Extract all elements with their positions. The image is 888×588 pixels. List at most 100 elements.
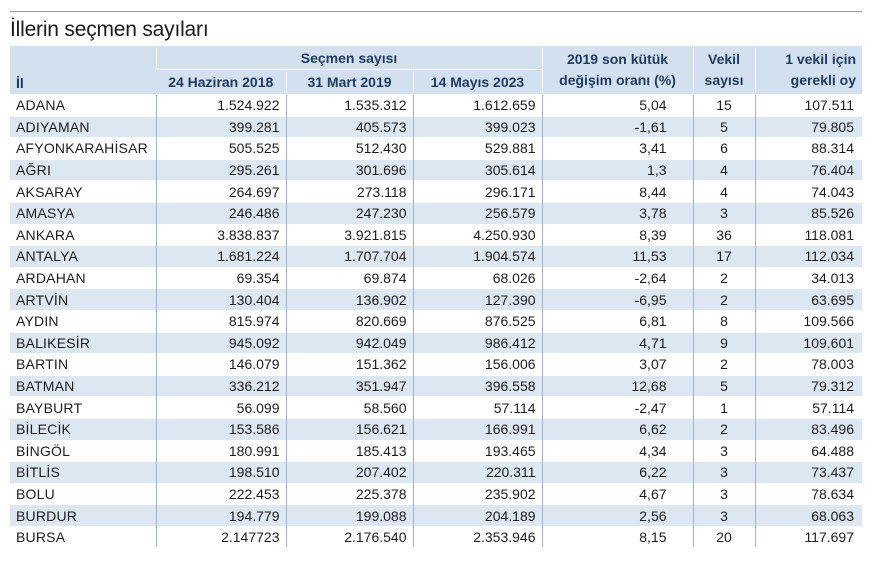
cell-2019: 58.560 bbox=[285, 396, 413, 419]
cell-2019: 1.707.704 bbox=[285, 245, 413, 268]
cell-vekil: 3 bbox=[692, 201, 756, 225]
cell-degisim: 4,71 bbox=[541, 331, 694, 354]
cell-vekil: 1 bbox=[692, 396, 756, 419]
cell-2019: 1.535.312 bbox=[285, 94, 413, 117]
cell-il: ARTVİN bbox=[10, 288, 156, 311]
cell-gerekli-oy: 64.488 bbox=[754, 439, 863, 462]
cell-gerekli-oy: 57.114 bbox=[754, 396, 863, 419]
cell-gerekli-oy: 107.511 bbox=[754, 94, 863, 117]
cell-2019: 199.088 bbox=[285, 504, 413, 527]
header-oy-line2: gerekli oy bbox=[790, 72, 857, 88]
cell-gerekli-oy: 79.312 bbox=[754, 374, 863, 397]
cell-2023: 4.250.930 bbox=[412, 223, 543, 246]
table-row: BURSA 2.147723 2.176.540 2.353.946 8,15 20 117… bbox=[10, 525, 863, 548]
cell-vekil: 36 bbox=[692, 223, 756, 246]
cell-degisim: 1,3 bbox=[541, 158, 694, 181]
cell-gerekli-oy: 68.063 bbox=[754, 504, 863, 527]
cell-2019: 301.696 bbox=[285, 158, 413, 181]
cell-vekil: 6 bbox=[692, 137, 756, 160]
cell-2023: 193.465 bbox=[412, 439, 543, 462]
cell-il: BİNGÖL bbox=[10, 439, 156, 462]
cell-degisim: -1,61 bbox=[541, 115, 694, 138]
cell-2023: 156.006 bbox=[412, 353, 543, 376]
cell-2018: 246.486 bbox=[155, 201, 286, 225]
cell-degisim: 6,62 bbox=[541, 417, 694, 440]
cell-vekil: 3 bbox=[692, 482, 756, 505]
cell-il: ADANA bbox=[10, 94, 156, 117]
cell-gerekli-oy: 109.566 bbox=[754, 309, 863, 333]
header-degisim-line1: 2019 son kütük bbox=[566, 51, 669, 67]
header-2018: 24 Haziran 2018 bbox=[156, 69, 286, 95]
cell-2018: 399.281 bbox=[155, 115, 286, 138]
cell-vekil: 15 bbox=[692, 94, 756, 117]
cell-2023: 1.904.574 bbox=[412, 245, 543, 268]
cell-2019: 405.573 bbox=[285, 115, 413, 138]
cell-2019: 207.402 bbox=[285, 461, 413, 484]
cell-degisim: 11,53 bbox=[541, 245, 694, 268]
cell-2018: 69.354 bbox=[155, 266, 286, 289]
cell-2023: 1.612.659 bbox=[412, 94, 543, 117]
cell-gerekli-oy: 76.404 bbox=[754, 158, 863, 181]
cell-2018: 222.453 bbox=[155, 482, 286, 505]
cell-vekil: 4 bbox=[692, 158, 756, 181]
cell-il: BİTLİS bbox=[10, 461, 156, 484]
cell-2018: 3.838.837 bbox=[155, 223, 286, 246]
header-vekil: Vekil sayısı bbox=[692, 46, 756, 95]
cell-2023: 876.525 bbox=[412, 309, 543, 333]
cell-il: BALIKESİR bbox=[10, 331, 156, 354]
cell-degisim: -6,95 bbox=[541, 288, 694, 311]
header-oy-line1: 1 vekil için bbox=[785, 51, 857, 67]
table-row: BALIKESİR 945.092 942.049 986.412 4,71 9 109.6… bbox=[10, 331, 863, 354]
cell-2023: 296.171 bbox=[412, 180, 543, 203]
cell-2019: 185.413 bbox=[285, 439, 413, 462]
cell-2018: 153.586 bbox=[155, 417, 286, 440]
cell-2023: 2.353.946 bbox=[412, 525, 543, 548]
cell-gerekli-oy: 83.496 bbox=[754, 417, 863, 440]
table-row: BURDUR 194.779 199.088 204.189 2,56 3 68.063 bbox=[10, 504, 863, 527]
table-row: ARTVİN 130.404 136.902 127.390 -6,95 2 63.695 bbox=[10, 288, 863, 311]
cell-2018: 1.681.224 bbox=[155, 245, 286, 268]
cell-vekil: 20 bbox=[692, 525, 756, 548]
cell-il: BURDUR bbox=[10, 504, 156, 527]
cell-2023: 529.881 bbox=[412, 137, 543, 160]
cell-vekil: 3 bbox=[692, 504, 756, 527]
cell-2018: 130.404 bbox=[155, 288, 286, 311]
cell-il: AFYONKARAHİSAR bbox=[10, 137, 156, 160]
table-row: BAYBURT 56.099 58.560 57.114 -2,47 1 57.114 bbox=[10, 396, 863, 419]
cell-vekil: 2 bbox=[692, 353, 756, 376]
cell-il: AĞRI bbox=[10, 158, 156, 181]
cell-degisim: 3,41 bbox=[541, 137, 694, 160]
cell-2018: 505.525 bbox=[155, 137, 286, 160]
table-body: ADANA 1.524.922 1.535.312 1.612.659 5,04 15 10… bbox=[10, 94, 863, 548]
cell-il: BURSA bbox=[10, 525, 156, 548]
cell-2018: 815.974 bbox=[155, 309, 286, 333]
cell-2023: 399.023 bbox=[412, 115, 543, 138]
table-row: ARDAHAN 69.354 69.874 68.026 -2,64 2 34.013 bbox=[10, 266, 863, 289]
cell-2023: 166.991 bbox=[412, 417, 543, 440]
cell-2023: 204.189 bbox=[412, 504, 543, 527]
cell-il: ANKARA bbox=[10, 223, 156, 246]
cell-2023: 305.614 bbox=[412, 158, 543, 181]
header-il: İl bbox=[10, 46, 156, 95]
table-row: ADIYAMAN 399.281 405.573 399.023 -1,61 5 79.80… bbox=[10, 115, 863, 138]
cell-degisim: 8,44 bbox=[541, 180, 694, 203]
header-degisim-line2: değişim oranı (%) bbox=[559, 72, 676, 88]
cell-il: ADIYAMAN bbox=[10, 115, 156, 138]
table-header: İl Seçmen sayısı 2019 son kütük değişim … bbox=[10, 46, 863, 95]
cell-gerekli-oy: 63.695 bbox=[754, 288, 863, 311]
header-degisim: 2019 son kütük değişim oranı (%) bbox=[541, 46, 694, 95]
cell-gerekli-oy: 118.081 bbox=[754, 223, 863, 246]
cell-gerekli-oy: 109.601 bbox=[754, 331, 863, 354]
table-row: BİNGÖL 180.991 185.413 193.465 4,34 3 64.488 bbox=[10, 439, 863, 462]
table-row: BOLU 222.453 225.378 235.902 4,67 3 78.634 bbox=[10, 482, 863, 505]
cell-degisim: 2,56 bbox=[541, 504, 694, 527]
cell-il: BİLECİK bbox=[10, 417, 156, 440]
cell-2018: 2.147723 bbox=[155, 525, 286, 548]
cell-2018: 180.991 bbox=[155, 439, 286, 462]
header-2019: 31 Mart 2019 bbox=[285, 69, 413, 95]
cell-degisim: 3,78 bbox=[541, 201, 694, 225]
cell-2019: 136.902 bbox=[285, 288, 413, 311]
table-row: ANTALYA 1.681.224 1.707.704 1.904.574 11,53 1… bbox=[10, 245, 863, 268]
cell-2023: 127.390 bbox=[412, 288, 543, 311]
